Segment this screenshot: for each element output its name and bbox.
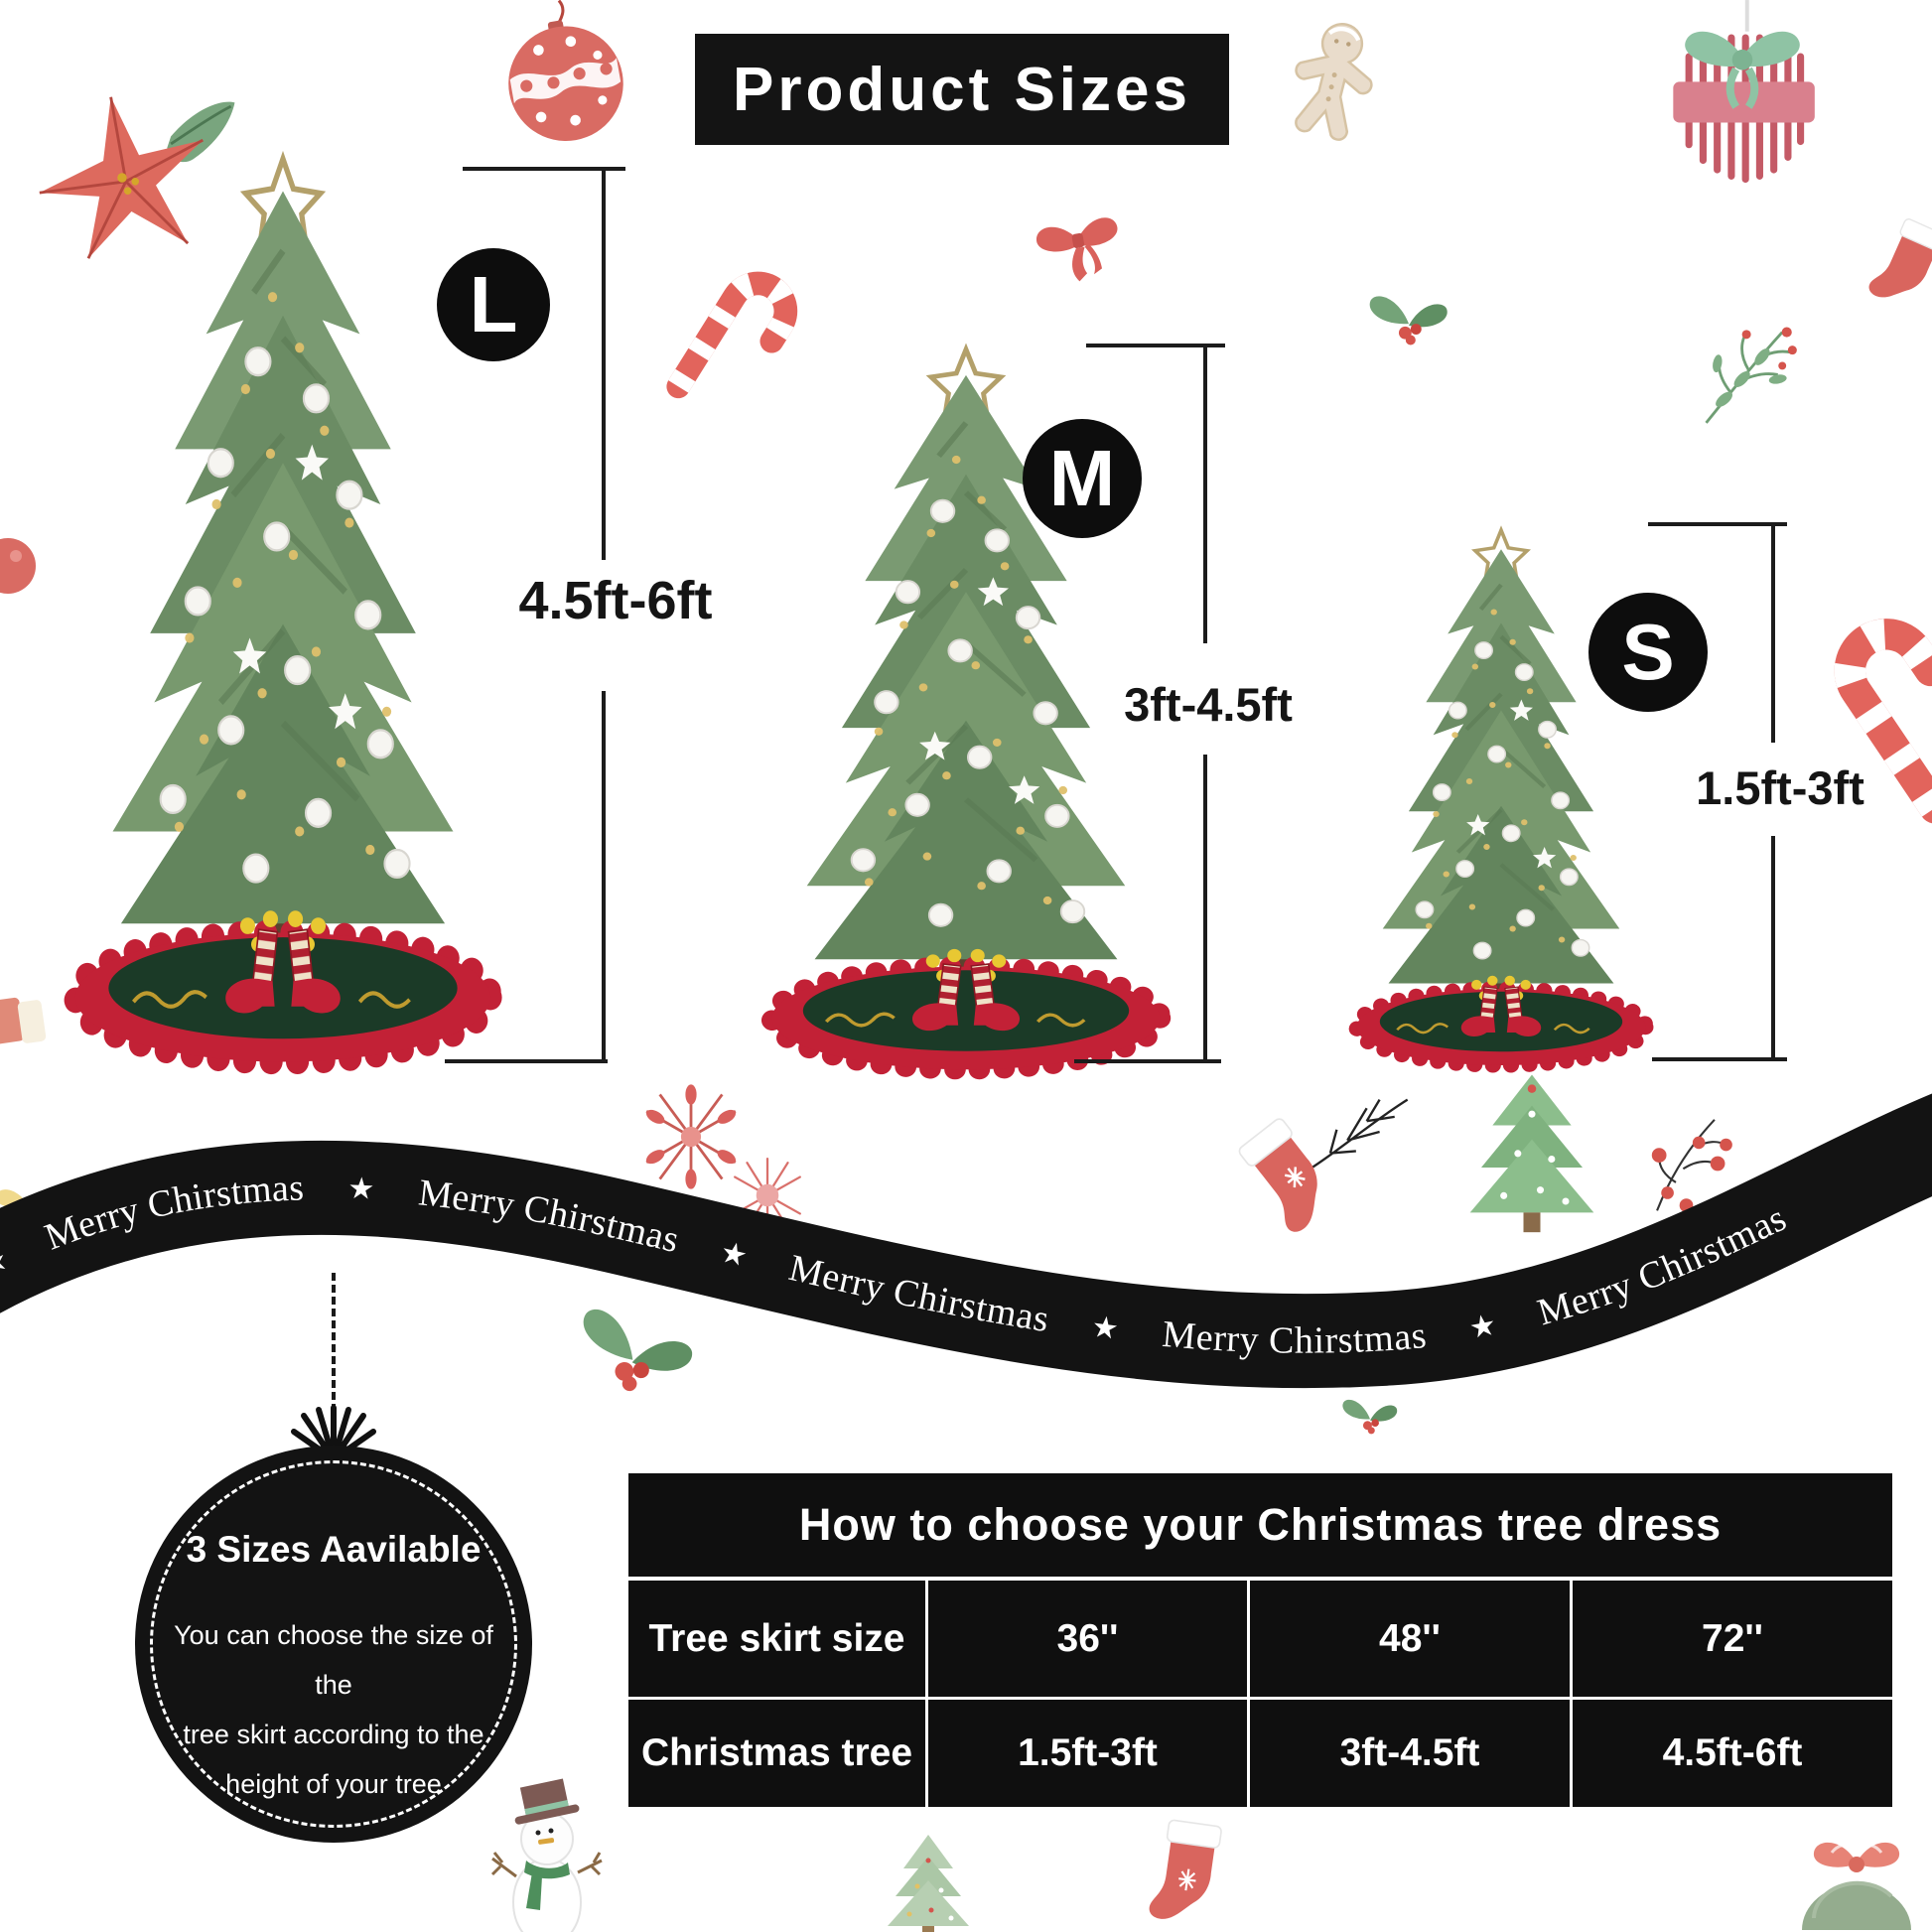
size-badge-small: S <box>1588 593 1708 712</box>
ribbon-star-icon: ★ <box>347 1172 376 1205</box>
badge-dashed-border <box>150 1460 517 1828</box>
ornament-string <box>332 1273 336 1448</box>
table-row-label: Christmas tree <box>628 1697 925 1807</box>
badge-body: You can choose the size of the tree skir… <box>170 1610 497 1809</box>
polka-dot-bauble-icon <box>508 0 623 141</box>
gift-boxes-icon <box>0 997 47 1044</box>
red-bow-icon <box>1035 217 1118 282</box>
measure-line-large-upper <box>602 167 606 560</box>
measure-tick-top-medium <box>1086 344 1225 347</box>
gingerbread-man-icon <box>1295 23 1373 141</box>
table-cell: 1.5ft-3ft <box>925 1697 1247 1807</box>
snowflake-icon <box>645 1084 737 1189</box>
height-range-small: 1.5ft-3ft <box>1696 761 1864 814</box>
striped-bauble-bow-icon <box>1673 0 1815 184</box>
berry-branch-icon <box>1705 327 1797 424</box>
page-title: Product Sizes <box>695 34 1229 145</box>
ribbon-star-icon: ★ <box>1090 1310 1121 1345</box>
flat-tree-icon <box>1469 1074 1594 1233</box>
ribbon-star-icon: ★ <box>1466 1308 1499 1345</box>
measure-line-small-upper <box>1771 522 1775 743</box>
size-table-title: How to choose your Christmas tree dress <box>798 1499 1723 1550</box>
badge-body-line: height of your tree <box>225 1769 442 1799</box>
pine-twig-icon <box>1310 1098 1409 1170</box>
holly-icon <box>1369 296 1448 345</box>
height-range-medium: 3ft-4.5ft <box>1124 678 1293 731</box>
snowman-icon <box>490 1778 603 1932</box>
table-cell: 36'' <box>925 1577 1247 1697</box>
stocking-icon <box>1865 213 1932 314</box>
badge-body-line: tree skirt according to the <box>183 1720 484 1749</box>
measure-tick-bottom-small <box>1652 1057 1787 1061</box>
table-row-label: Tree skirt size <box>628 1577 925 1697</box>
ornament-tinsel-icon <box>291 1405 376 1462</box>
measure-line-small-lower <box>1771 836 1775 1061</box>
table-cell: 72'' <box>1570 1577 1892 1697</box>
measure-tick-top-small <box>1648 522 1787 526</box>
merry-christmas-ribbon: ★ Merry Chirstmas ★ Merry Chirstmas ★ Me… <box>0 1093 1932 1389</box>
measure-tick-bottom-large <box>445 1059 608 1063</box>
table-cell: 3ft-4.5ft <box>1247 1697 1570 1807</box>
stocking-icon <box>1229 1116 1345 1238</box>
stocking-icon <box>1147 1817 1223 1927</box>
poinsettia-icon <box>39 96 235 259</box>
sizes-available-badge: 3 Sizes Aavilable You can choose the siz… <box>135 1446 532 1843</box>
measure-line-medium-lower <box>1203 755 1207 1061</box>
height-range-large: 4.5ft-6ft <box>518 571 713 630</box>
measure-tick-top-large <box>463 167 625 171</box>
badge-title: 3 Sizes Aavilable <box>186 1529 482 1570</box>
size-table: How to choose your Christmas tree dress … <box>628 1473 1892 1807</box>
table-cell: 4.5ft-6ft <box>1570 1697 1892 1807</box>
measure-line-large-lower <box>602 691 606 1063</box>
table-cell: 48'' <box>1247 1577 1570 1697</box>
size-badge-large: L <box>437 248 550 361</box>
candy-cane-icon <box>1761 540 1932 871</box>
wrapped-gift-icon <box>1802 1842 1911 1930</box>
lights-tree-icon <box>888 1835 969 1932</box>
measure-line-medium-upper <box>1203 344 1207 643</box>
ribbon-greeting: Merry Chirstmas <box>1161 1313 1429 1362</box>
measure-tick-bottom-medium <box>1074 1059 1221 1063</box>
red-ball-icon <box>0 538 36 594</box>
size-badge-medium: M <box>1023 419 1142 538</box>
badge-body-line: You can choose the size of the <box>174 1620 493 1700</box>
